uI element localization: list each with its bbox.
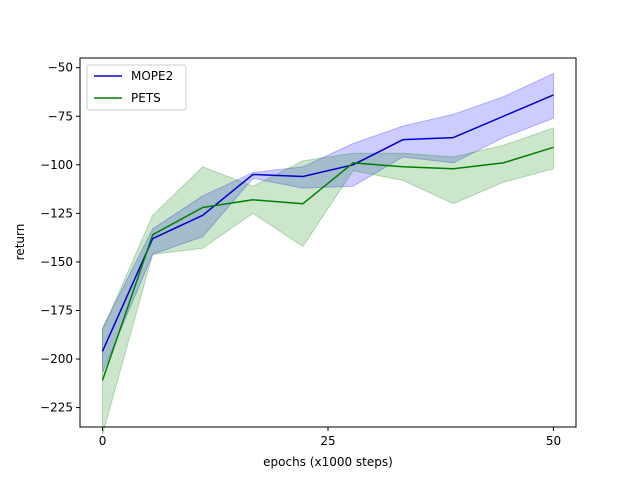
band-mope2	[102, 72, 554, 373]
y-axis-ticks: −50 −75 −100 −125 −150 −175 −200 −225	[40, 61, 80, 415]
x-tick-label-50: 50	[546, 434, 561, 448]
y-tick-label-175: −175	[40, 303, 73, 317]
y-tick-label-150: −150	[40, 255, 73, 269]
x-tick-label-25: 25	[320, 434, 335, 448]
y-tick-label-225: −225	[40, 401, 73, 415]
series-line-mope2	[101, 94, 554, 352]
y-tick-label-125: −125	[40, 206, 73, 220]
x-tick-label-0: 0	[99, 434, 107, 448]
x-axis-ticks: 0 25 50	[99, 427, 561, 448]
legend: MOPE2 PETS	[86, 64, 187, 111]
legend-label-pets: PETS	[131, 91, 161, 105]
y-axis-label: return	[13, 224, 27, 261]
series-lines	[101, 94, 554, 381]
y-tick-label-75: −75	[48, 109, 73, 123]
series-line-pets	[101, 146, 554, 381]
x-axis-label: epochs (x1000 steps)	[263, 455, 393, 469]
legend-label-mope2: MOPE2	[131, 69, 173, 83]
y-tick-label-100: −100	[40, 158, 73, 172]
y-tick-label-200: −200	[40, 352, 73, 366]
y-tick-label-50: −50	[48, 61, 73, 75]
